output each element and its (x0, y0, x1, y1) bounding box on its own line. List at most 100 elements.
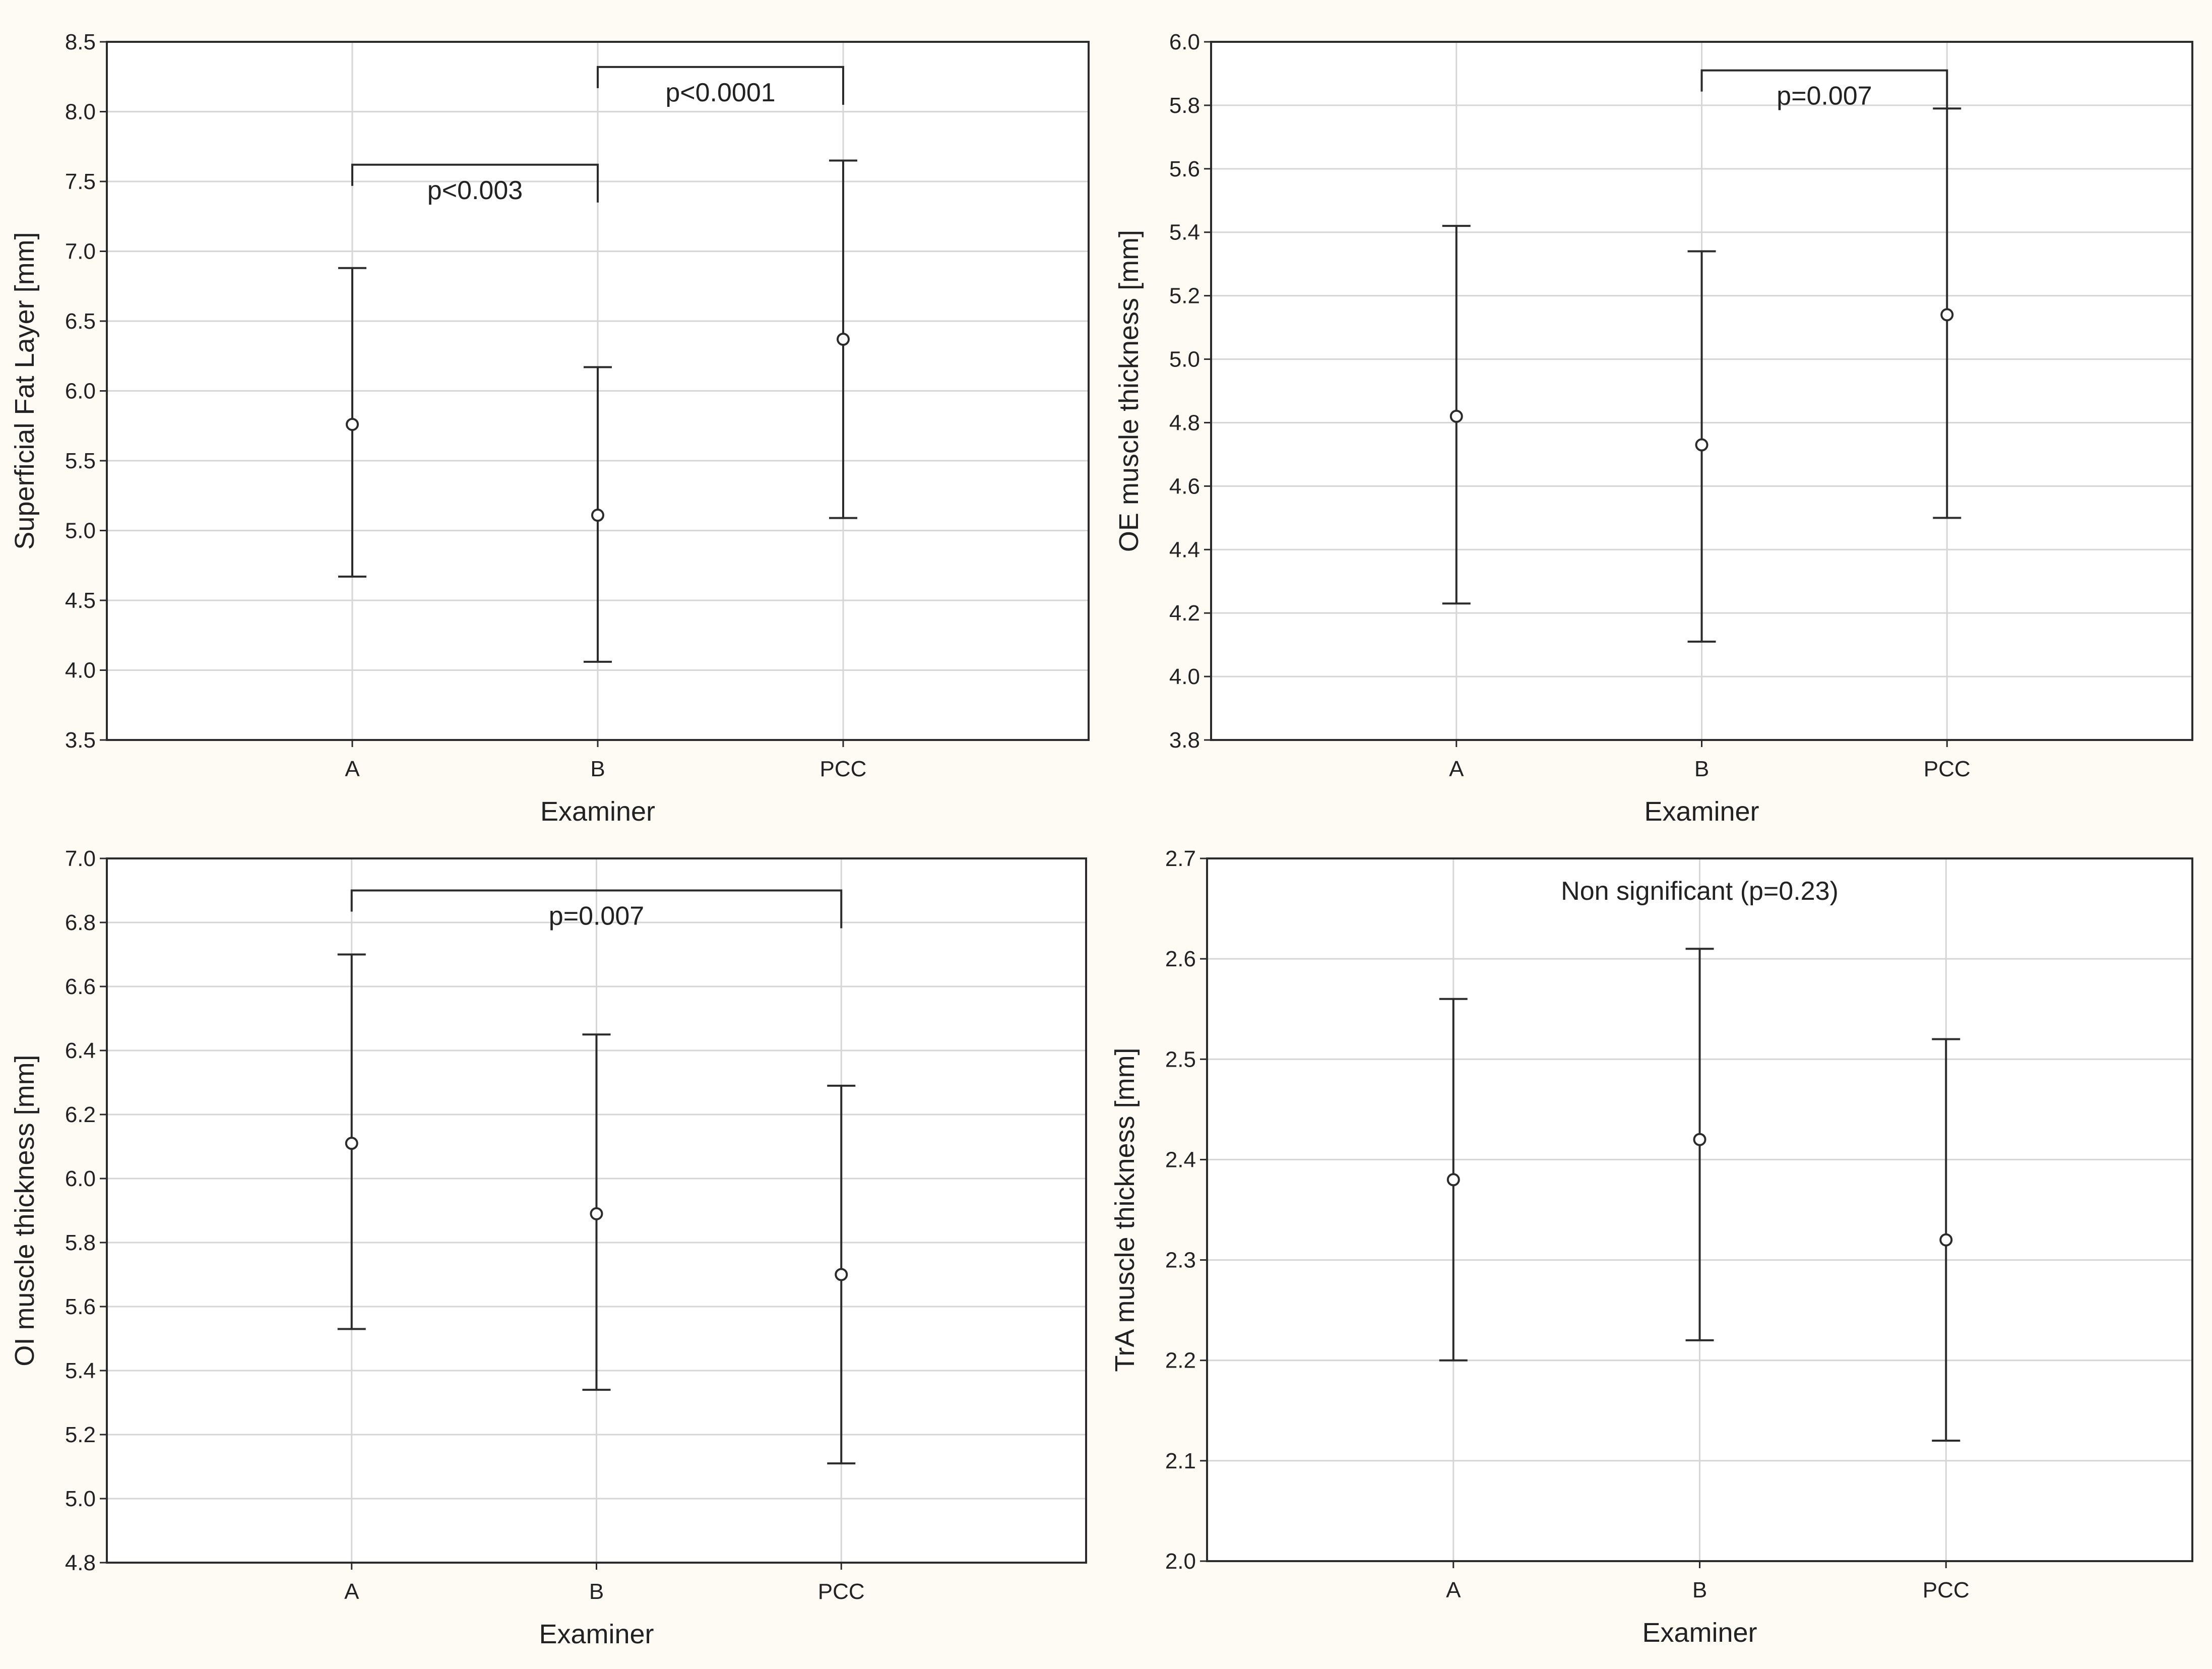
y-axis-label: Superficial Fat Layer [mm] (10, 232, 40, 549)
error-bar (338, 267, 366, 578)
panel-1: 3.5 4.0 4.5 5.0 5.5 6.0 6.5 7.0 7.5 8.0 8.5 A B PCC Ex… (10, 30, 1090, 827)
significance-bracket: p<0.0001 (597, 66, 844, 107)
annotation-label: Non significant (p=0.23) (1561, 877, 1839, 906)
mean-point (1446, 1173, 1460, 1187)
mean-point (1693, 1133, 1707, 1146)
y-tick-label: 5.6 (1169, 157, 1200, 181)
mean-point (835, 1268, 848, 1281)
y-tick-label: 4.6 (1169, 474, 1200, 499)
y-tick-label: 6.4 (65, 1038, 96, 1063)
x-tick-label: B (1692, 1578, 1707, 1602)
y-tick-label: 4.4 (1169, 537, 1200, 562)
mean-point (591, 509, 604, 522)
y-tick-label: 7.5 (65, 169, 96, 194)
x-tick-label: B (590, 757, 605, 781)
y-tick-label: 6.0 (65, 1166, 96, 1191)
y-tick-label: 6.8 (65, 910, 96, 935)
mean-point (1939, 1233, 1953, 1247)
bracket-line (351, 163, 599, 203)
error-bar (829, 159, 857, 519)
y-tick-label: 4.2 (1169, 601, 1200, 626)
error-bar (1442, 225, 1471, 605)
x-axis-label: Examiner (1644, 796, 1759, 827)
y-tick-label: 5.5 (65, 449, 96, 473)
y-tick-label: 5.2 (1169, 284, 1200, 308)
x-tick-label: A (1449, 757, 1464, 781)
panel-3: 4.8 5.0 5.2 5.4 5.6 5.8 6.0 6.2 6.4 6.6 6.8 7.0 A B PC… (10, 846, 1087, 1649)
significance-bracket: p=0.007 (350, 889, 843, 931)
x-tick-label: B (589, 1579, 604, 1604)
y-tick-label: 2.7 (1165, 846, 1196, 871)
y-tick-label: 5.6 (65, 1294, 96, 1319)
bracket-line (350, 889, 843, 929)
y-tick-label: 5.8 (1169, 93, 1200, 118)
y-tick-label: 2.4 (1165, 1147, 1196, 1172)
y-tick-label: 5.0 (65, 1487, 96, 1511)
y-tick-label: 4.0 (1169, 664, 1200, 689)
mean-point (1449, 409, 1463, 423)
x-tick-label: PCC (1924, 757, 1971, 781)
significance-bracket: p=0.007 (1700, 69, 1948, 111)
x-axis-label: Examiner (1642, 1618, 1757, 1648)
y-tick-label: 3.5 (65, 728, 96, 753)
y-tick-label: 2.5 (1165, 1047, 1196, 1072)
y-tick-label: 5.8 (65, 1230, 96, 1255)
y-tick-label: 2.6 (1165, 947, 1196, 971)
mean-point (1940, 308, 1954, 322)
bracket-label: p=0.007 (549, 902, 644, 931)
bracket-label: p<0.0001 (665, 78, 775, 107)
error-bar (582, 1033, 611, 1391)
y-tick-label: 2.2 (1165, 1348, 1196, 1373)
y-axis-label: TrA muscle thickness [mm] (1110, 1047, 1140, 1372)
bracket-label: p=0.007 (1777, 82, 1872, 111)
y-tick-label: 7.0 (65, 846, 96, 871)
y-tick-label: 4.8 (1169, 410, 1200, 435)
x-axis-label: Examiner (540, 796, 655, 827)
mean-point (346, 417, 359, 431)
y-tick-label: 5.2 (65, 1423, 96, 1447)
x-tick-label: PCC (818, 1579, 865, 1604)
mean-point (590, 1207, 603, 1220)
error-bar (1933, 107, 1962, 519)
y-tick-label: 2.1 (1165, 1449, 1196, 1473)
y-tick-label: 6.5 (65, 309, 96, 334)
bracket-line (597, 66, 844, 105)
y-tick-label: 2.0 (1165, 1549, 1196, 1574)
x-tick-label: B (1694, 757, 1709, 781)
x-axis-label: Examiner (539, 1619, 654, 1649)
mean-point (345, 1137, 358, 1150)
y-tick-label: 8.0 (65, 100, 96, 125)
y-tick-label: 2.3 (1165, 1248, 1196, 1273)
y-axis-label: OE muscle thickness [mm] (1114, 230, 1144, 552)
y-tick-label: 5.4 (65, 1358, 96, 1383)
error-bar (1932, 1038, 1961, 1442)
y-tick-label: 6.2 (65, 1102, 96, 1127)
y-tick-label: 4.0 (65, 658, 96, 683)
error-bar (1685, 948, 1714, 1341)
error-bar (337, 953, 366, 1330)
y-tick-label: 6.0 (1169, 30, 1200, 54)
x-tick-label: A (1446, 1578, 1461, 1602)
significance-bracket: p<0.003 (351, 163, 599, 205)
bracket-line (1700, 69, 1948, 108)
y-tick-label: 6.0 (65, 379, 96, 404)
x-tick-label: A (344, 1579, 359, 1604)
bracket-label: p<0.003 (427, 176, 523, 205)
y-tick-label: 7.0 (65, 239, 96, 264)
y-tick-label: 4.5 (65, 588, 96, 613)
mean-point (837, 333, 850, 346)
x-tick-label: PCC (820, 757, 867, 781)
x-tick-label: PCC (1923, 1578, 1970, 1602)
x-tick-label: A (345, 757, 360, 781)
y-tick-label: 3.8 (1169, 728, 1200, 753)
error-bar (827, 1084, 856, 1465)
y-tick-label: 4.8 (65, 1551, 96, 1575)
error-bar (1439, 998, 1468, 1362)
mean-point (1695, 438, 1709, 452)
y-tick-label: 5.0 (65, 519, 96, 543)
y-tick-label: 5.0 (1169, 347, 1200, 372)
error-bar (584, 366, 612, 663)
error-bar (1687, 250, 1716, 643)
